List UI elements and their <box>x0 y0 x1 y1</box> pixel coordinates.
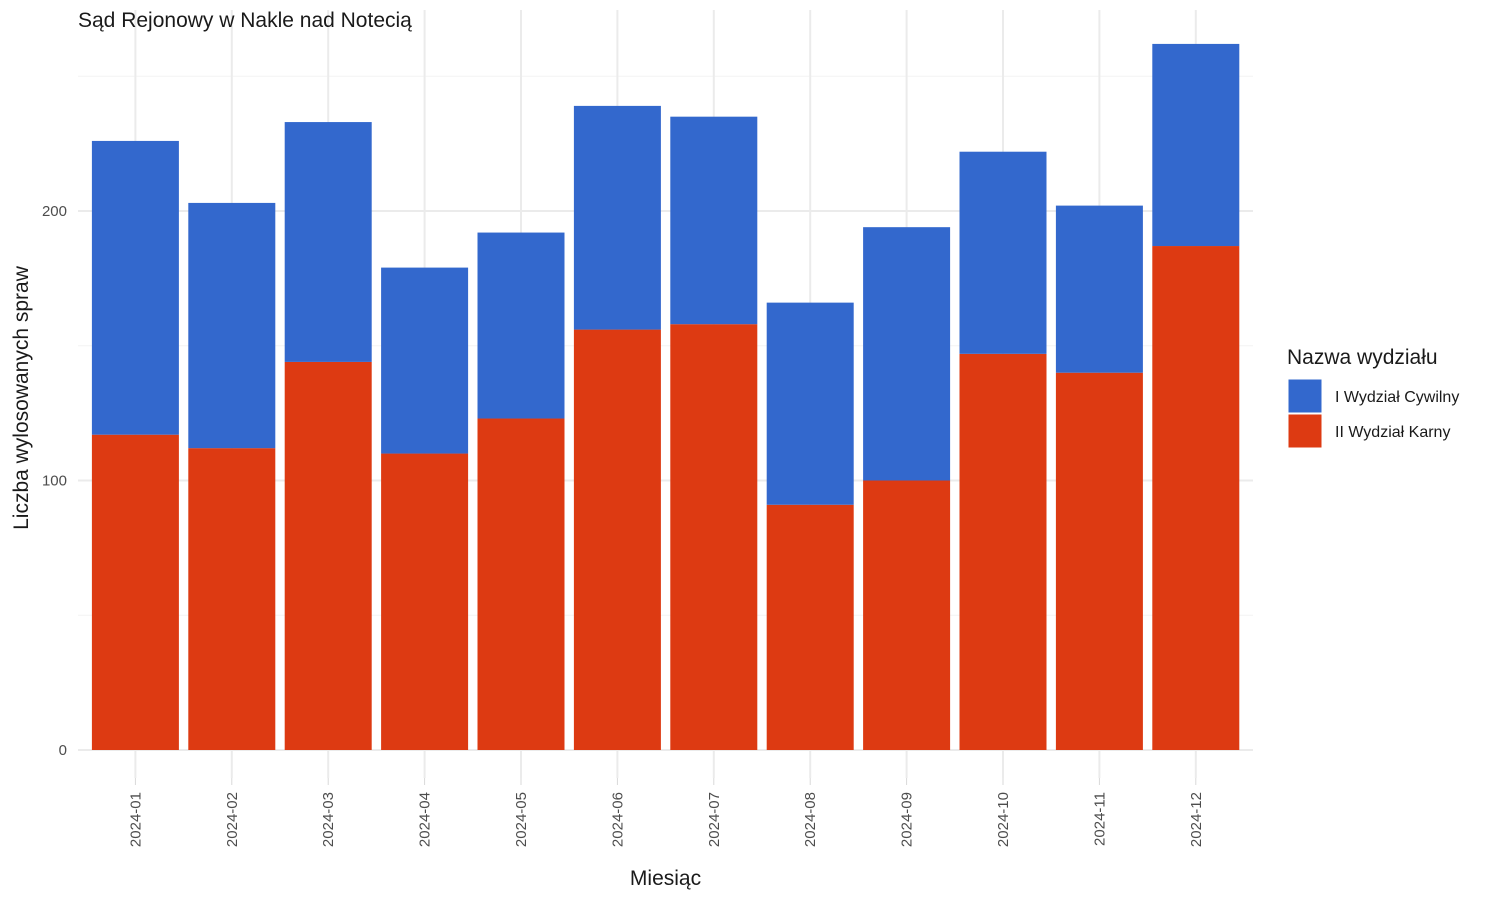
bar-segment <box>477 418 565 750</box>
bar-segment <box>1152 43 1240 247</box>
bar-segment <box>573 329 661 750</box>
x-tick-label: 2024-02 <box>224 792 241 847</box>
legend-label: II Wydział Karny <box>1335 424 1450 441</box>
bar-segment <box>959 353 1047 750</box>
bar-segment <box>1055 205 1143 373</box>
y-tick-label: 200 <box>42 203 67 220</box>
legend-key <box>1287 413 1323 449</box>
bar-segment <box>381 453 469 750</box>
x-tick-label: 2024-12 <box>1188 792 1205 847</box>
x-tick-label: 2024-08 <box>802 792 819 847</box>
x-axis-title: Miesiąc <box>630 867 701 890</box>
bar-segment <box>670 116 758 325</box>
y-axis-title: Liczba wylosowanych spraw <box>10 265 33 530</box>
x-tick-label: 2024-03 <box>320 792 337 847</box>
bar-segment <box>188 448 276 750</box>
bar-segment <box>959 151 1047 354</box>
legend-label: I Wydział Cywilny <box>1335 389 1459 406</box>
legend-key <box>1287 378 1323 414</box>
bar-segment <box>91 140 179 435</box>
x-tick-label: 2024-05 <box>513 792 530 847</box>
bar-segment <box>766 302 854 505</box>
x-tick-label: 2024-07 <box>706 792 723 847</box>
bar-segment <box>284 361 372 750</box>
x-tick-label: 2024-09 <box>899 792 916 847</box>
bars <box>91 43 1240 750</box>
x-tick-label: 2024-10 <box>995 792 1012 847</box>
bar-segment <box>477 232 565 419</box>
bar-segment <box>863 480 951 750</box>
x-tick-label: 2024-11 <box>1091 792 1108 846</box>
bar-segment <box>766 504 854 750</box>
y-axis-ticks: 0 100 200 <box>42 203 67 759</box>
y-tick-label: 0 <box>59 742 67 759</box>
x-tick-label: 2024-06 <box>609 792 626 847</box>
legend: Nazwa wydziału I Wydział Cywilny II Wydzi… <box>1287 346 1459 449</box>
bar-segment <box>188 202 276 449</box>
bar-segment <box>1152 246 1240 750</box>
bar-segment <box>573 105 661 330</box>
x-tick-label: 2024-04 <box>417 792 434 847</box>
bar-segment <box>284 122 372 362</box>
bar-segment <box>863 227 951 481</box>
legend-title: Nazwa wydziału <box>1287 346 1438 369</box>
bar-segment <box>1055 372 1143 750</box>
bar-segment <box>670 324 758 750</box>
y-tick-label: 100 <box>42 473 67 490</box>
bar-segment <box>91 434 179 750</box>
x-axis-ticks: 2024-01 2024-02 2024-03 2024-04 2024-05 2024-… <box>127 778 1205 847</box>
x-tick-label: 2024-01 <box>127 792 144 847</box>
bar-segment <box>381 267 469 454</box>
chart-title: Sąd Rejonowy w Nakle nad Notecią <box>78 9 412 32</box>
